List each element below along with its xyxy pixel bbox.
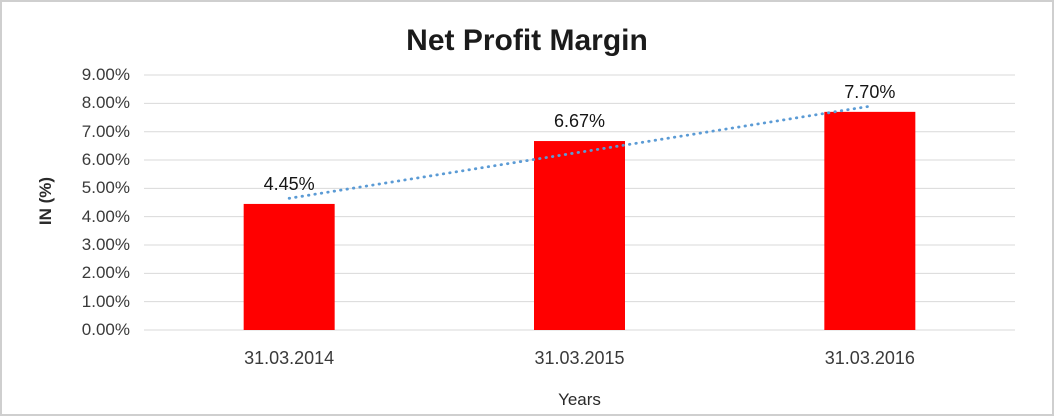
data-label: 7.70% — [844, 81, 896, 102]
x-tick-label: 31.03.2015 — [534, 348, 625, 368]
data-label: 4.45% — [263, 173, 315, 194]
bar-31.03.2014 — [243, 203, 335, 330]
y-tick-label: 8.00% — [81, 93, 130, 113]
y-tick-label: 9.00% — [81, 65, 130, 85]
bar-31.03.2016 — [824, 111, 916, 330]
y-tick-label: 2.00% — [81, 263, 130, 283]
y-tick-label: 4.00% — [81, 206, 130, 226]
y-tick-label: 1.00% — [81, 291, 130, 311]
y-axis-title: IN (%) — [36, 176, 55, 226]
y-tick-label: 5.00% — [81, 178, 130, 198]
y-tick-label: 7.00% — [81, 121, 130, 141]
bar-31.03.2015 — [534, 141, 625, 330]
x-tick-label: 31.03.2014 — [244, 348, 335, 368]
y-tick-label: 3.00% — [81, 235, 130, 254]
data-label: 6.67% — [553, 111, 606, 132]
x-tick-label: 31.03.2016 — [824, 348, 915, 368]
y-tick-label: 0.00% — [81, 320, 130, 339]
y-tick-label: 6.00% — [81, 150, 130, 170]
chart-title: Net Profit Margin — [406, 24, 648, 57]
trendline — [287, 104, 872, 200]
x-axis-title: Years — [558, 390, 601, 409]
